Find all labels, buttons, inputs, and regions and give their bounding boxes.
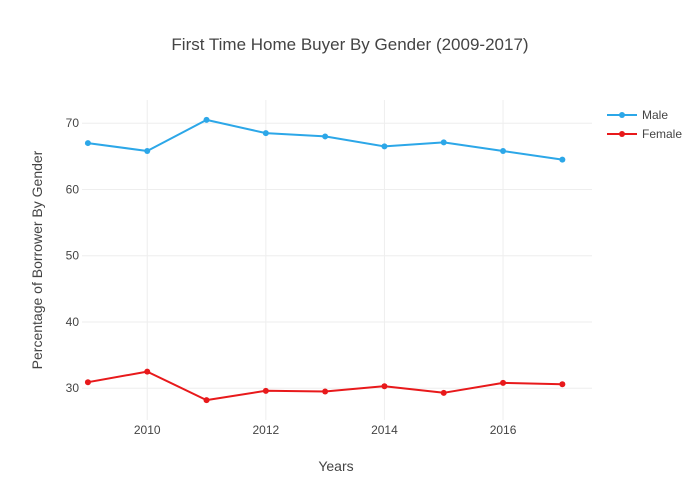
female-point[interactable] [500, 379, 507, 386]
female-series[interactable] [84, 368, 566, 404]
y-tick-label: 60 [66, 182, 80, 196]
series-lines [84, 116, 566, 404]
male-line [87, 118, 563, 161]
legend-label: Female [642, 127, 682, 141]
y-tick-label: 30 [66, 381, 80, 395]
y-tick-labels: 30 40 50 60 70 [66, 116, 80, 395]
male-series[interactable] [84, 116, 566, 163]
x-tick-label: 2014 [371, 423, 398, 437]
chart-title: First Time Home Buyer By Gender (2009-20… [171, 35, 528, 54]
female-point[interactable] [262, 387, 269, 394]
x-axis-title: Years [318, 458, 353, 474]
y-tick-label: 70 [66, 116, 80, 130]
y-axis-title: Percentage of Borrower By Gender [29, 150, 45, 369]
male-point[interactable] [144, 148, 151, 155]
x-tick-label: 2016 [490, 423, 517, 437]
legend-swatch-marker [619, 112, 625, 118]
legend-item-male[interactable]: Male [607, 108, 668, 122]
gridlines [82, 100, 592, 420]
legend[interactable]: Male Female [607, 108, 682, 141]
x-tick-labels: 2010 2012 2014 2016 [134, 423, 517, 437]
male-point[interactable] [559, 156, 566, 163]
female-point[interactable] [203, 397, 210, 404]
male-point[interactable] [84, 140, 91, 147]
male-point[interactable] [322, 133, 329, 140]
y-tick-label: 50 [66, 249, 80, 263]
legend-swatch-marker [619, 131, 625, 137]
male-point[interactable] [381, 143, 388, 150]
female-point[interactable] [84, 379, 91, 386]
male-point[interactable] [500, 148, 507, 155]
male-point[interactable] [203, 116, 210, 123]
female-point[interactable] [144, 368, 151, 375]
legend-label: Male [642, 108, 668, 122]
female-point[interactable] [322, 388, 329, 395]
x-tick-label: 2012 [252, 423, 279, 437]
female-line [87, 370, 563, 402]
male-point[interactable] [262, 130, 269, 137]
female-point[interactable] [559, 381, 566, 388]
x-tick-label: 2010 [134, 423, 161, 437]
female-point[interactable] [440, 389, 447, 396]
legend-item-female[interactable]: Female [607, 127, 682, 141]
female-point[interactable] [381, 383, 388, 390]
y-tick-label: 40 [66, 315, 80, 329]
male-point[interactable] [440, 139, 447, 146]
